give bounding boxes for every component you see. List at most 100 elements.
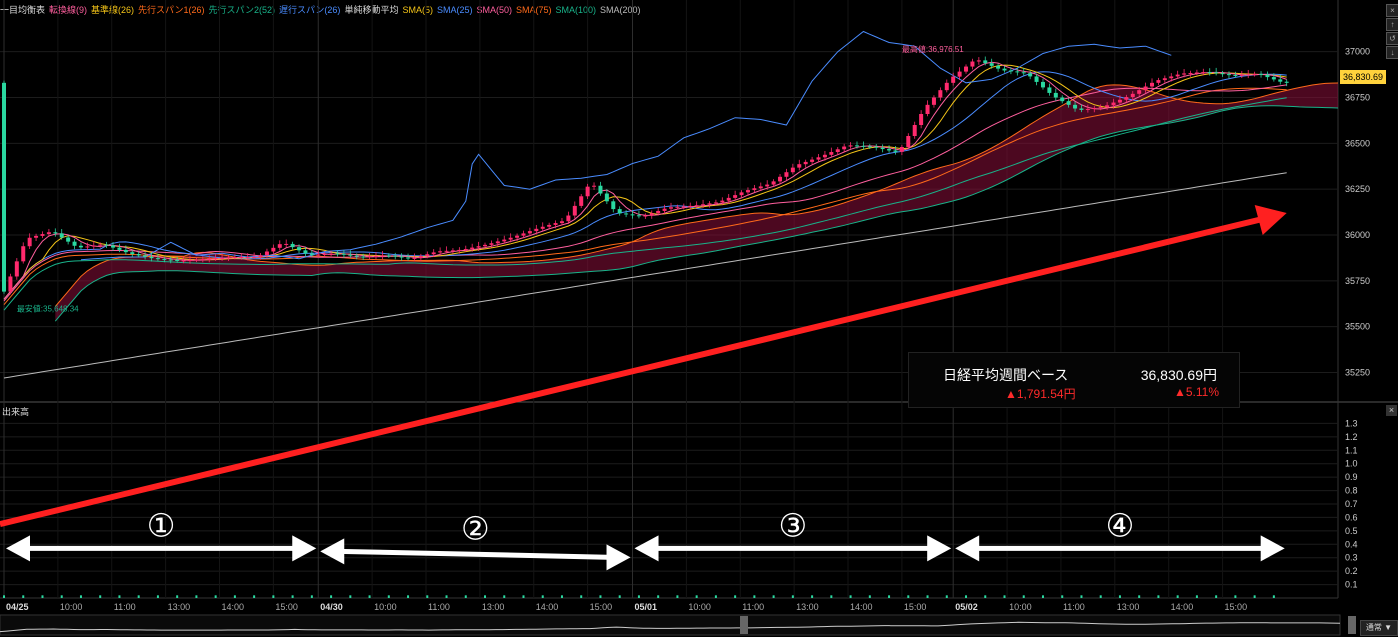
- candle-body: [976, 60, 981, 62]
- candle-body: [784, 172, 789, 177]
- candle-body: [1124, 97, 1129, 100]
- candle-body: [297, 247, 302, 251]
- candle-body: [1162, 78, 1167, 81]
- up-icon[interactable]: ↑: [1386, 18, 1398, 31]
- candle-body: [117, 247, 122, 250]
- candle-body: [1137, 90, 1142, 94]
- period-label: ④: [1106, 507, 1135, 543]
- price-tick-label: 35250: [1345, 368, 1370, 378]
- candle-body: [53, 232, 58, 234]
- candle-body: [1143, 86, 1148, 91]
- legend-item: 先行スパン1(26): [138, 5, 205, 15]
- candle-body: [617, 209, 622, 214]
- volume-bar: [1099, 595, 1102, 598]
- candle-body: [2, 82, 6, 292]
- candle-body: [636, 215, 641, 217]
- time-tick-label: 10:00: [60, 602, 83, 612]
- candle-body: [483, 244, 488, 247]
- candle-body: [264, 251, 269, 256]
- volume-bar: [387, 595, 390, 598]
- candle-body: [758, 186, 763, 189]
- candle-body: [194, 259, 199, 261]
- candle-body: [643, 215, 648, 217]
- candle-body: [40, 234, 45, 236]
- reset-icon[interactable]: ↺: [1386, 32, 1398, 45]
- candle-body: [155, 258, 160, 260]
- candle-body: [1207, 72, 1212, 74]
- down-icon[interactable]: ↓: [1386, 46, 1398, 59]
- candle-body: [27, 237, 32, 247]
- candle-body: [938, 90, 943, 98]
- volume-close-button[interactable]: ×: [1386, 405, 1397, 416]
- candle-body: [1259, 73, 1264, 75]
- candle-body: [1028, 73, 1033, 77]
- candle-body: [1214, 72, 1219, 74]
- candle-body: [1150, 82, 1155, 87]
- candle-body: [906, 136, 911, 147]
- volume-bar: [599, 595, 602, 598]
- volume-bar: [484, 595, 487, 598]
- candle-body: [701, 204, 706, 206]
- candle-body: [162, 259, 167, 261]
- legend-item: 単純移動平均: [344, 5, 399, 15]
- candle-body: [226, 257, 231, 259]
- volume-bar: [1253, 595, 1256, 598]
- candle-body: [861, 145, 866, 147]
- legend-item: 一目均衡表: [0, 5, 46, 15]
- period-label: ③: [779, 507, 808, 543]
- volume-bar: [426, 595, 429, 598]
- candle-body: [739, 192, 744, 196]
- candle-body: [143, 255, 148, 257]
- candle-body: [149, 256, 154, 259]
- volume-bar: [310, 595, 313, 598]
- candle-body: [207, 258, 212, 260]
- volume-bar: [464, 595, 467, 598]
- close-icon[interactable]: ×: [1386, 4, 1398, 17]
- candle-body: [745, 190, 750, 193]
- candle-body: [829, 152, 834, 155]
- candle-body: [91, 245, 96, 247]
- volume-bar: [1138, 595, 1141, 598]
- candle-body: [656, 210, 661, 214]
- candle-body: [1040, 81, 1045, 88]
- volume-bar: [349, 595, 352, 598]
- candle-body: [335, 253, 340, 255]
- scroll-mode-select[interactable]: 通常 ▼: [1360, 620, 1398, 636]
- legend-item: 転換線(9): [49, 5, 88, 15]
- volume-bar: [753, 595, 756, 598]
- candle-body: [354, 255, 359, 257]
- volume-bar: [734, 595, 737, 598]
- volume-bar: [791, 595, 794, 598]
- candle-body: [996, 65, 1001, 69]
- volume-bar: [79, 595, 82, 598]
- candle-body: [1226, 74, 1231, 76]
- candle-body: [925, 104, 930, 114]
- period-arrow-head-right: [1260, 535, 1285, 562]
- candle-body: [316, 254, 321, 256]
- candle-body: [547, 224, 552, 227]
- volume-bar: [1215, 595, 1218, 598]
- volume-bar: [926, 595, 929, 598]
- price-tick-label: 37000: [1345, 47, 1370, 57]
- time-tick-label: 13:00: [1117, 602, 1140, 612]
- volume-bar: [253, 595, 256, 598]
- candle-body: [412, 257, 417, 259]
- candle-body: [220, 257, 225, 259]
- candle-body: [1021, 72, 1026, 74]
- period-arrow-head-left: [320, 538, 345, 565]
- period-label: ①: [147, 507, 176, 543]
- volume-bar: [868, 595, 871, 598]
- sma75-line: [3, 87, 1287, 306]
- time-tick-label: 14:00: [221, 602, 244, 612]
- candle-body: [1175, 74, 1180, 77]
- candle-body: [277, 244, 282, 248]
- candle-body: [778, 176, 783, 182]
- candle-body: [104, 244, 109, 246]
- candle-body: [527, 231, 532, 234]
- volume-bar: [541, 595, 544, 598]
- candle-body: [111, 245, 116, 248]
- candle-body: [1002, 68, 1007, 71]
- volume-bar: [1157, 595, 1160, 598]
- volume-bar: [888, 595, 891, 598]
